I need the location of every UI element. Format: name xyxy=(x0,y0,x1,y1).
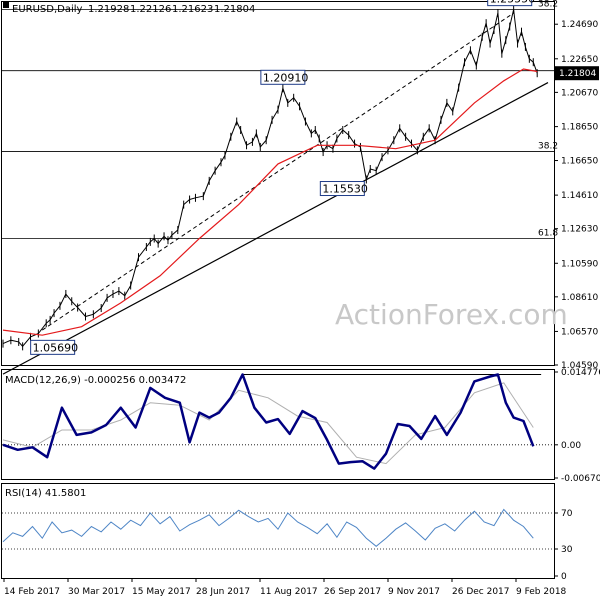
callout-box-1 xyxy=(260,69,306,85)
macd-main-line xyxy=(2,373,535,470)
price-panel-frame xyxy=(1,1,555,366)
x-tick-label: 15 May 2017 xyxy=(132,587,191,597)
x-tick-label: 30 Mar 2017 xyxy=(68,587,125,597)
fib-label-1: 38.2 xyxy=(538,142,558,152)
callout-label-1: 1.20910 xyxy=(263,71,309,84)
macd-panel-frame xyxy=(1,369,555,480)
price-tick-label: 1.04590 xyxy=(561,361,598,371)
trendline xyxy=(2,82,549,375)
callout-box-2 xyxy=(319,181,365,197)
channel-line xyxy=(42,12,514,331)
current-price-label: 1.21804 xyxy=(559,69,596,79)
x-tick-label: 26 Dec 2017 xyxy=(452,587,510,597)
moving-average-line xyxy=(2,68,538,336)
callout-label-0: 1.25550 xyxy=(490,0,536,6)
x-tick-label: 9 Nov 2017 xyxy=(388,587,440,597)
price-tick-label: 1.22650 xyxy=(561,55,598,65)
price-tick-label: 1.08610 xyxy=(561,293,598,303)
callout-label-3: 1.05690 xyxy=(33,341,79,354)
callout-label-2: 1.15530 xyxy=(322,183,368,196)
chart-header: EURUSD,Daily 1.21928 1.22126 1.21623 1.2… xyxy=(3,2,255,15)
rsi-tick-label: 0 xyxy=(561,572,567,582)
ohlc-open: 1.21928 xyxy=(88,4,129,15)
price-tick-label: 1.10590 xyxy=(561,259,598,269)
fib-label-2: 61.8 xyxy=(538,229,558,239)
price-tick-label: 1.24690 xyxy=(561,20,598,30)
rsi-label: RSI(14) 41.5801 xyxy=(5,488,86,499)
ohlc-high: 1.22126 xyxy=(130,4,171,15)
axes: 1.24690 1.22650 1.20670 1.18650 1.16650 1.146… xyxy=(3,20,600,597)
rsi-panel-frame xyxy=(1,483,555,579)
price-tick-label: 1.16650 xyxy=(561,157,598,167)
macd-tick-label: 0.00 xyxy=(561,441,581,451)
x-tick-label: 14 Feb 2017 xyxy=(4,587,60,597)
x-tick-label: 26 Sep 2017 xyxy=(324,587,381,597)
price-tick-label: 1.18650 xyxy=(561,123,598,133)
callout-box-0 xyxy=(487,0,533,7)
callout-box-3 xyxy=(30,339,76,355)
macd-tick-label: 0.014776 xyxy=(561,368,600,378)
price-tick-label: 1.20670 xyxy=(561,88,598,98)
x-tick-label: 11 Aug 2017 xyxy=(260,587,318,597)
current-price-box xyxy=(555,66,599,81)
rsi-line xyxy=(2,508,534,547)
macd-signal-line xyxy=(2,382,534,465)
price-tick-label: 1.14610 xyxy=(561,191,598,201)
ohlc-close: 1.21804 xyxy=(214,4,255,15)
ohlc-low: 1.21623 xyxy=(172,4,213,15)
rsi-tick-label: 30 xyxy=(561,545,573,555)
x-tick-label: 28 Jun 2017 xyxy=(196,587,250,597)
symbol-label: EURUSD,Daily xyxy=(12,4,83,15)
macd-plot xyxy=(2,373,554,470)
price-tick-label: 1.12630 xyxy=(561,225,598,235)
price-tick-label: 1.06570 xyxy=(561,327,598,337)
rsi-plot xyxy=(2,508,554,550)
macd-label: MACD(12,26,9) -0.000256 0.003472 xyxy=(5,375,186,386)
fib-label-0: 38.2 xyxy=(538,0,558,10)
rsi-tick-label: 70 xyxy=(561,509,573,519)
x-tick-label: 9 Feb 2018 xyxy=(516,587,567,597)
price-plot: 38.2 38.2 61.8 1.25550 1.20910 1.15530 1.05690 xyxy=(2,0,558,375)
price-series-line xyxy=(2,9,538,348)
macd-tick-label: -0.006705 xyxy=(561,474,600,484)
watermark: ActionForex.com xyxy=(335,298,568,331)
symbol-marker-icon xyxy=(3,2,9,8)
